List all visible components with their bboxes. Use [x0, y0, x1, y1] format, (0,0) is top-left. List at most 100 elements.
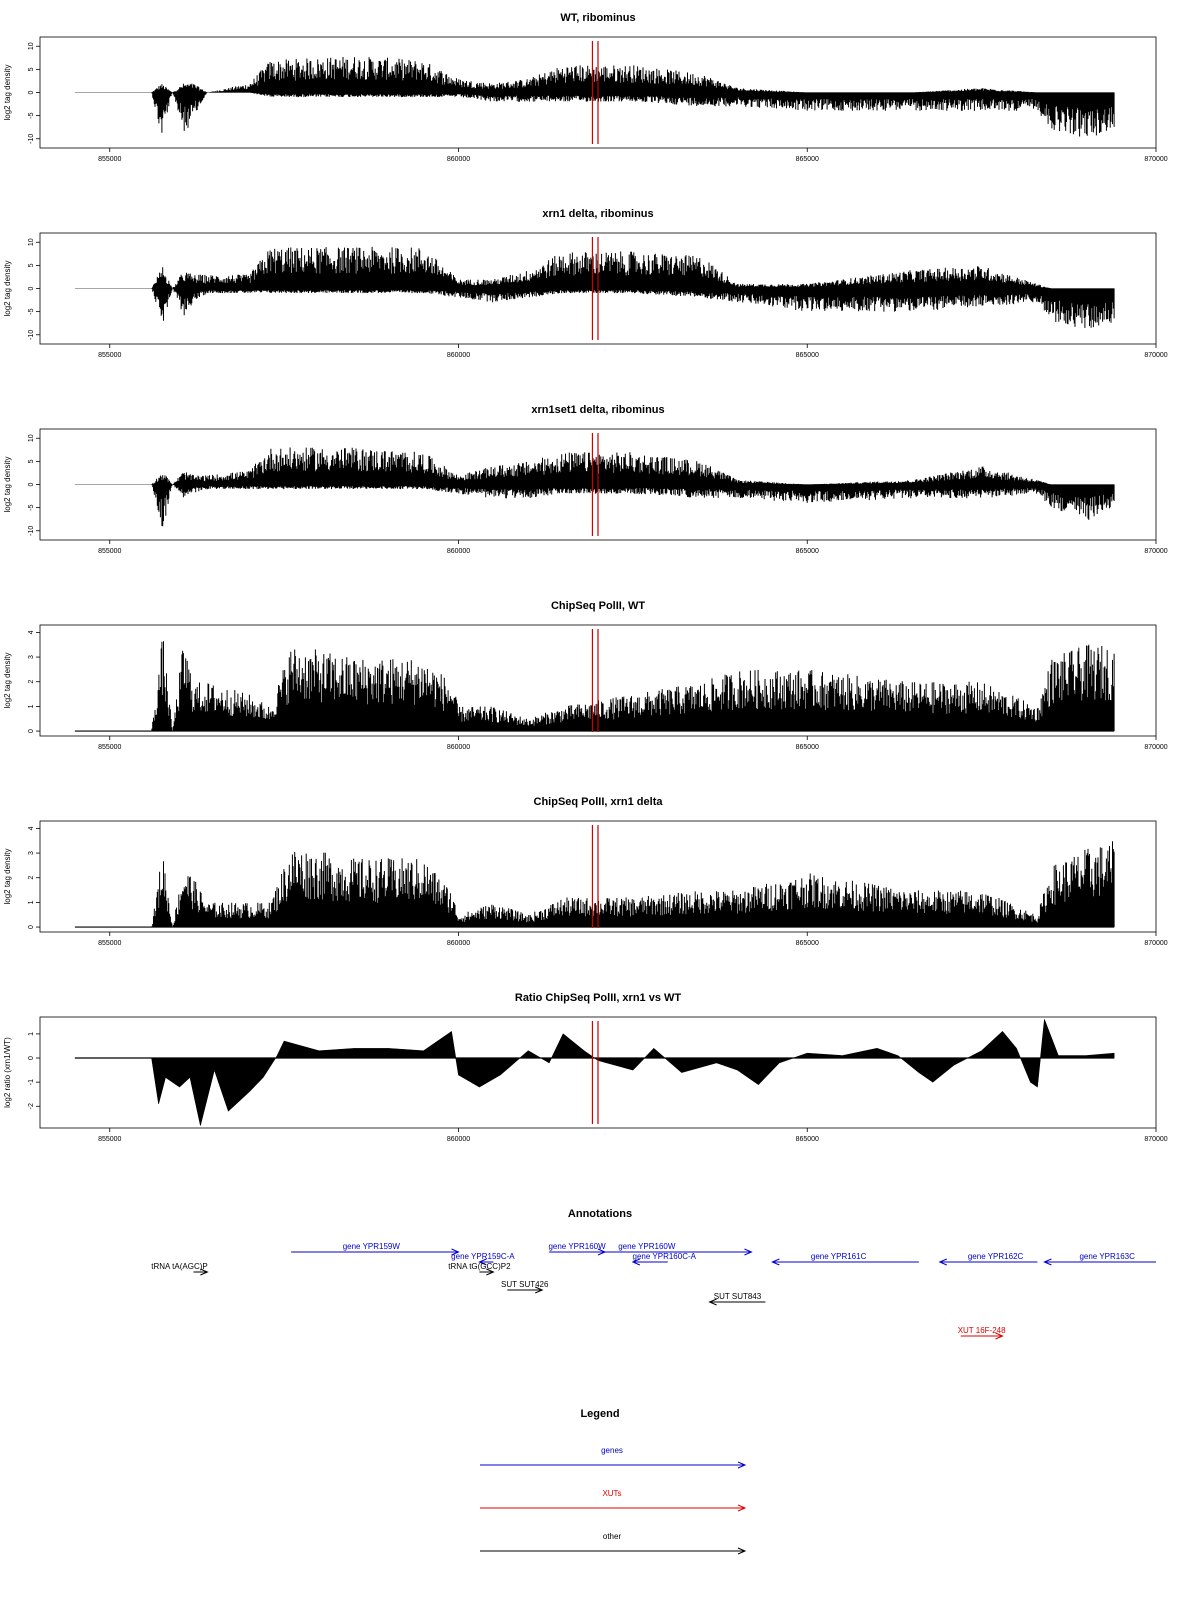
track-panel: Ratio ChipSeq PolII, xrn1 vs WT log2 rati…: [3, 992, 1168, 1143]
panel-title: ChipSeq PolII, WT: [551, 600, 645, 612]
density-bars: [151, 57, 1115, 137]
y-tick-label: -10: [28, 134, 35, 144]
x-tick-label: 860000: [447, 940, 470, 947]
legend-arrow-head: [737, 1504, 747, 1512]
annotation-feature: gene YPR160W: [604, 1242, 753, 1256]
x-tick-label: 870000: [1144, 744, 1167, 751]
density-bars: [151, 246, 1115, 328]
y-axis-label: log2 tag density: [3, 456, 12, 512]
y-tick-label: 10: [28, 434, 35, 442]
y-tick-label: -10: [28, 330, 35, 340]
annotation-arrow-head: [200, 1268, 209, 1276]
track-panel: ChipSeq PolII, WT log2 tag density 0 1 2 3 4 85…: [3, 600, 1168, 751]
y-axis-label: log2 tag density: [3, 64, 12, 120]
x-tick-label: 855000: [98, 940, 121, 947]
plot-frame: [39, 1016, 1157, 1129]
annotation-label: gene YPR163C: [1079, 1252, 1135, 1261]
y-tick-label: 2: [28, 680, 35, 684]
annotation-arrow-head: [535, 1286, 544, 1294]
x-tick-label: 870000: [1144, 548, 1167, 555]
track-panel: ChipSeq PolII, xrn1 delta log2 tag densit…: [3, 796, 1168, 947]
annotation-arrow-head: [995, 1332, 1004, 1340]
x-tick-label: 855000: [98, 352, 121, 359]
legend-entry: genes: [480, 1446, 747, 1469]
annotation-label: XUT 16F-248: [958, 1326, 1006, 1335]
x-tick-label: 860000: [447, 156, 470, 163]
y-tick-label: 5: [28, 67, 35, 71]
annotation-arrow-head: [708, 1298, 717, 1306]
legend-label: other: [603, 1532, 622, 1541]
plot-frame: [39, 624, 1157, 737]
y-tick-label: 2: [28, 876, 35, 880]
x-tick-label: 870000: [1144, 352, 1167, 359]
annotation-label: tRNA tA(AGC)P: [151, 1262, 207, 1271]
x-tick-label: 865000: [796, 1136, 819, 1143]
annotation-feature: SUT SUT426: [501, 1280, 549, 1294]
y-tick-label: 1: [28, 704, 35, 708]
annotation-feature: tRNA tA(AGC)P: [151, 1262, 209, 1276]
density-bars: [151, 641, 1115, 732]
x-tick-label: 865000: [796, 940, 819, 947]
x-tick-label: 855000: [98, 744, 121, 751]
x-tick-label: 870000: [1144, 1136, 1167, 1143]
annotation-label: gene YPR160W: [548, 1242, 606, 1251]
annotation-arrow-head: [451, 1248, 460, 1256]
track-panel: xrn1set1 delta, ribominus log2 tag densit…: [3, 404, 1168, 555]
x-tick-label: 855000: [98, 156, 121, 163]
annotation-feature: tRNA tG(GCC)P2: [448, 1262, 511, 1276]
x-tick-label: 860000: [447, 1136, 470, 1143]
y-axis-label: log2 tag density: [3, 260, 12, 316]
x-tick-label: 860000: [447, 352, 470, 359]
annotation-feature: gene YPR160C-A: [631, 1252, 697, 1266]
y-tick-label: -5: [28, 308, 35, 314]
x-tick-label: 870000: [1144, 940, 1167, 947]
track-panel: xrn1 delta, ribominus log2 tag density 10 5…: [3, 208, 1168, 359]
annotation-feature: gene YPR162C: [938, 1252, 1038, 1266]
annotation-arrow-head: [486, 1268, 495, 1276]
y-tick-label: 5: [28, 459, 35, 463]
track-panel: WT, ribominus log2 tag density 10 5 0 -5 -10 85…: [3, 12, 1168, 163]
y-axis-label: log2 tag density: [3, 652, 12, 708]
legend-entry: XUTs: [480, 1489, 747, 1512]
annotation-label: gene YPR159W: [343, 1242, 401, 1251]
annotation-arrow-head: [744, 1248, 753, 1256]
annotation-label: tRNA tG(GCC)P2: [448, 1262, 511, 1271]
annotation-arrow-head: [1043, 1258, 1052, 1266]
annotation-feature: SUT SUT843: [708, 1292, 766, 1306]
y-tick-label: 0: [28, 482, 35, 486]
x-tick-label: 860000: [447, 548, 470, 555]
annotation-feature: gene YPR159C-A: [451, 1252, 515, 1266]
annotation-feature: XUT 16F-248: [958, 1326, 1006, 1340]
annotation-arrow-head: [771, 1258, 780, 1266]
annotation-label: gene YPR162C: [968, 1252, 1024, 1261]
annotation-label: gene YPR160C-A: [633, 1252, 697, 1261]
y-tick-label: 4: [28, 826, 35, 830]
y-tick-label: 1: [28, 1032, 35, 1036]
y-tick-label: 0: [28, 729, 35, 733]
plot-frame: [39, 820, 1157, 933]
annotation-arrow-head: [938, 1258, 947, 1266]
y-tick-label: -10: [28, 526, 35, 536]
annotation-feature: gene YPR161C: [771, 1252, 919, 1266]
panel-title: xrn1 delta, ribominus: [542, 208, 653, 220]
y-tick-label: 3: [28, 655, 35, 659]
x-tick-label: 865000: [796, 352, 819, 359]
panel-title: ChipSeq PolII, xrn1 delta: [534, 796, 664, 808]
x-tick-label: 860000: [447, 744, 470, 751]
legend-panel: Legend genes XUTs other: [480, 1408, 747, 1555]
legend-entry: other: [480, 1532, 747, 1555]
x-tick-label: 865000: [796, 156, 819, 163]
legend-title: Legend: [580, 1408, 619, 1420]
x-tick-label: 855000: [98, 1136, 121, 1143]
y-axis-label: log2 tag density: [3, 848, 12, 904]
y-tick-label: 0: [28, 90, 35, 94]
y-tick-label: 4: [28, 630, 35, 634]
y-tick-label: -1: [28, 1079, 35, 1085]
annotation-label: SUT SUT843: [714, 1292, 762, 1301]
x-tick-label: 865000: [796, 744, 819, 751]
x-tick-label: 855000: [98, 548, 121, 555]
x-tick-label: 865000: [796, 548, 819, 555]
density-bars: [151, 841, 1115, 928]
